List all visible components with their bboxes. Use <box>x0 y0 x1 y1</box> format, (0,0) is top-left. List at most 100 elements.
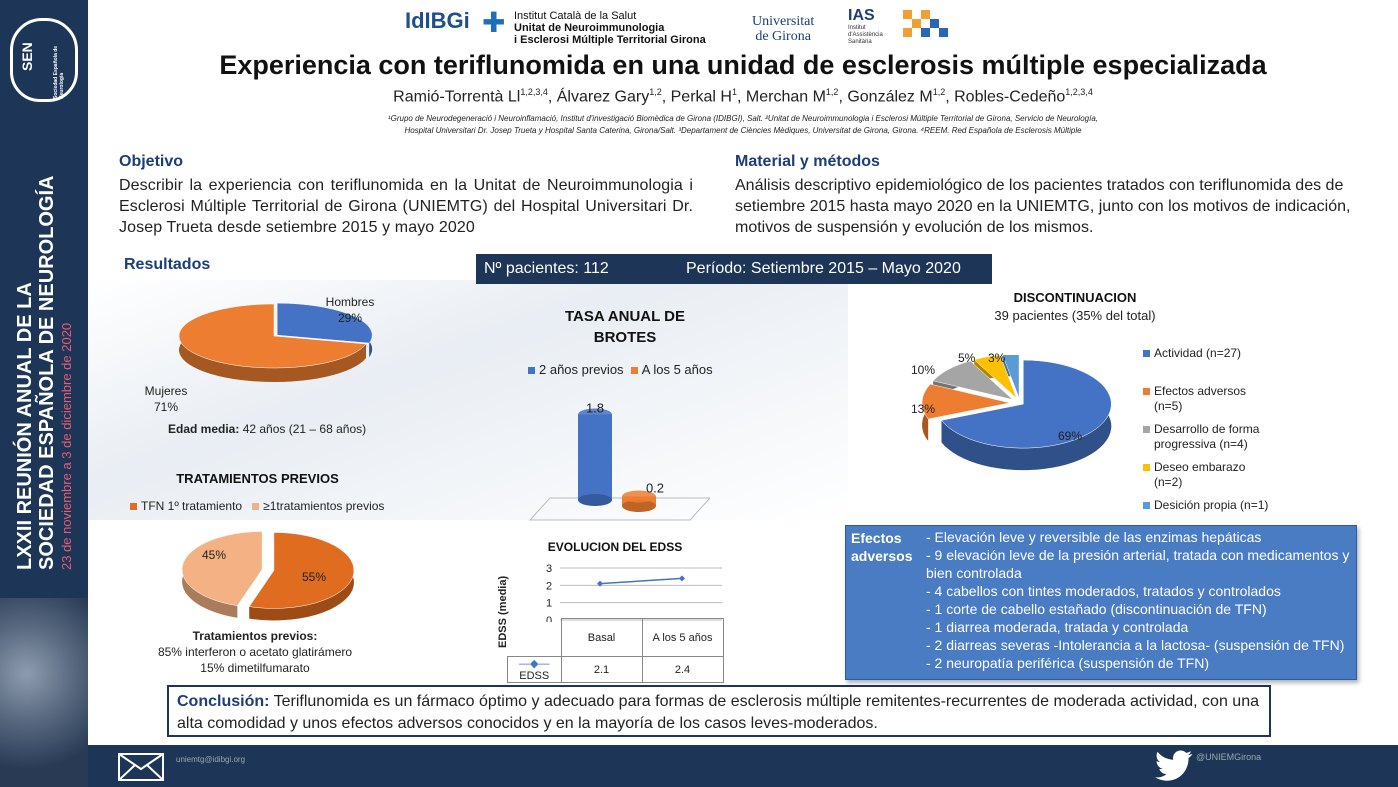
pie-slice-efectos <box>921 383 1011 420</box>
pie-label-pct: 29% <box>337 311 363 325</box>
list-item: - 1 corte de cabello estañado (discontin… <box>926 601 1267 617</box>
legend-label: Desarrollo de forma <box>1154 422 1260 436</box>
edss-value-cell: 2.4 <box>641 656 724 683</box>
bar-top <box>622 490 656 503</box>
tasa-title-line2: BROTES <box>593 329 657 346</box>
y-tick-label: 2 <box>546 580 552 592</box>
legend-swatch <box>130 503 137 511</box>
tratamientos-title: TRATAMIENTOS PREVIOS <box>176 471 339 486</box>
sen-logo-text: SEN <box>19 42 35 71</box>
list-item: - 1 diarrea moderada, tratada y controla… <box>926 619 1189 635</box>
footer: uniemtg@idibgi.org @UNIEMGirona <box>88 745 1398 787</box>
edad-value: 42 años (21 – 68 años) <box>242 422 367 436</box>
metodos-title: Material y métodos <box>735 153 880 170</box>
patients-count: Nº pacientes: 112 <box>484 260 609 277</box>
efectos-heading: Efectos adversos <box>851 529 912 565</box>
ias-sub: Institut d'Assistència Sanitària <box>848 25 883 45</box>
note-line2: 15% dimetilfumarato <box>200 661 310 675</box>
conclusion-text: Teriflunomida es un fármaco óptimo y ade… <box>177 693 1259 732</box>
patients-banner: Nº pacientes: 112 Período: Setiembre 201… <box>476 254 992 284</box>
sex-pie-chart <box>178 302 373 382</box>
legend-label: Desición propia (n=1) <box>1154 498 1269 512</box>
twitter-handle[interactable]: @UNIEMGirona <box>1196 752 1262 762</box>
author-sup: 1,2 <box>649 87 662 97</box>
edss-table-header: A los 5 años <box>641 618 724 657</box>
pie-slice-mujeres <box>178 303 367 369</box>
udg-line2: de Girona <box>755 29 811 44</box>
disc-legend: Actividad (n=27) Efectos adversos (n=5) D… <box>1143 346 1268 513</box>
list-item: - 2 neuropatía periférica (suspensión de… <box>926 655 1209 671</box>
legend-swatch <box>528 367 535 375</box>
pie-label-pct: 71% <box>153 400 179 414</box>
tratamientos-legend: TFN 1º tratamiento ≥1tratamientos previo… <box>130 499 384 513</box>
study-period: Período: Setiembre 2015 – Mayo 2020 <box>686 260 961 277</box>
meeting-title: LXXII REUNIÓN ANUAL DE LA SOCIEDAD ESPAÑ… <box>14 176 76 570</box>
bar-base <box>622 500 656 512</box>
legend-label: (n=2) <box>1154 475 1183 489</box>
sen-brand: Sociedad Española de Neurología <box>53 45 65 99</box>
affil-line2: Hospital Universitari Dr. Josep Trueta y… <box>404 126 1082 135</box>
meeting-dates: 23 de noviembre a 3 de diciembre de 2020 <box>59 322 74 570</box>
bar-value-label: 1.8 <box>586 401 604 416</box>
edss-table-corner <box>507 618 562 657</box>
author-sup: 1,2,3,4 <box>1065 87 1093 97</box>
legend-label: ≥1tratamientos previos <box>263 499 385 513</box>
efectos-adversos-box: Efectos adversos - Elevación leve y reve… <box>845 525 1357 680</box>
ias-logo: IAS Institut d'Assistència Sanitària <box>848 7 888 46</box>
pie-label-previos: 45% <box>202 548 227 562</box>
pie-slice-progresiva <box>932 360 1014 401</box>
disc-legend-item: Desición propia (n=1) <box>1143 498 1268 513</box>
bar-floor <box>528 497 710 521</box>
metodos-body: Análisis descriptivo epidemiológico de l… <box>735 177 1351 236</box>
legend-swatch <box>630 367 638 375</box>
tasa-bar-chart: 1.8 0.2 <box>528 401 710 521</box>
author-sup: 1,2,3,4 <box>520 87 548 97</box>
meeting-line1: LXXII REUNIÓN ANUAL DE LA <box>14 282 36 570</box>
disc-pct-embarazo: 5% <box>958 351 976 365</box>
conclusion-label: Conclusión: <box>177 693 270 710</box>
brain-image <box>0 598 88 787</box>
affil-line1: ¹Grupo de Neurodegeneració i Neuroinflam… <box>387 114 1098 123</box>
list-item: - Elevación leve y reversible de las enz… <box>926 529 1262 545</box>
twitter-icon[interactable] <box>1154 749 1194 781</box>
tasa-title-line1: TASA ANUAL DE <box>565 308 685 325</box>
note-line1: 85% interferon o acetato glatirámero <box>157 645 353 659</box>
list-item: - 4 cabellos con tintes moderados, trata… <box>926 583 1281 599</box>
efectos-list: - Elevación leve y reversible de las enz… <box>926 528 1351 672</box>
checker-logo-icon <box>903 10 949 40</box>
disc-legend-item: Efectos adversos (n=5) <box>1143 384 1268 414</box>
list-item: - 9 elevación leve de la presión arteria… <box>926 547 1350 581</box>
efectos-head-line2: adversos <box>851 548 913 564</box>
legend-label: 2 años previos <box>539 362 624 377</box>
list-item: - 2 diarreas severas -Intolerancia a la … <box>926 637 1345 653</box>
edss-data-table: Basal A los 5 años —◆—EDSS 2.1 2.4 <box>507 618 724 683</box>
tasa-legend: 2 años previos A los 5 años <box>528 362 713 377</box>
ias-text: IAS <box>848 7 875 24</box>
udg-line1: Universitat <box>752 14 815 29</box>
disc-legend-item: Deseo embarazo (n=2) <box>1143 460 1268 490</box>
edss-point <box>597 580 603 587</box>
ics-line1: Institut Català de la Salut <box>514 10 637 22</box>
disc-legend-item: Desarrollo de forma progressiva (n=4) <box>1143 422 1268 452</box>
y-tick-label: 3 <box>546 563 552 575</box>
legend-label: progressiva (n=4) <box>1154 437 1248 451</box>
pie-label-tfn: 55% <box>302 570 327 584</box>
contact-email[interactable]: uniemtg@idibgi.org <box>176 755 246 764</box>
edss-title: EVOLUCION DEL EDSS <box>547 540 683 554</box>
pie-label-hombres: Hombres 29% <box>318 294 382 326</box>
disc-legend-item: Actividad (n=27) <box>1143 346 1268 361</box>
author-sup: 1 <box>731 87 737 97</box>
objetivo-body: Describir la experiencia con teriflunomi… <box>119 177 693 236</box>
edss-series-cell: —◆—EDSS <box>507 656 562 683</box>
pie-slice-actividad <box>941 359 1112 449</box>
author-name: González M <box>847 88 933 106</box>
pie-slice-side <box>249 532 354 621</box>
bar-base <box>578 494 612 506</box>
conclusion-box: Conclusión: Teriflunomida es un fármaco … <box>167 685 1271 737</box>
legend-label: TFN 1º tratamiento <box>141 499 243 513</box>
sen-logo: SEN Sociedad Española de Neurología <box>10 18 78 102</box>
author-name: Álvarez Gary <box>556 88 650 106</box>
disc-pie-chart <box>921 355 1112 471</box>
mail-icon[interactable] <box>118 753 164 781</box>
pie-label-mujeres: Mujeres 71% <box>135 383 197 415</box>
